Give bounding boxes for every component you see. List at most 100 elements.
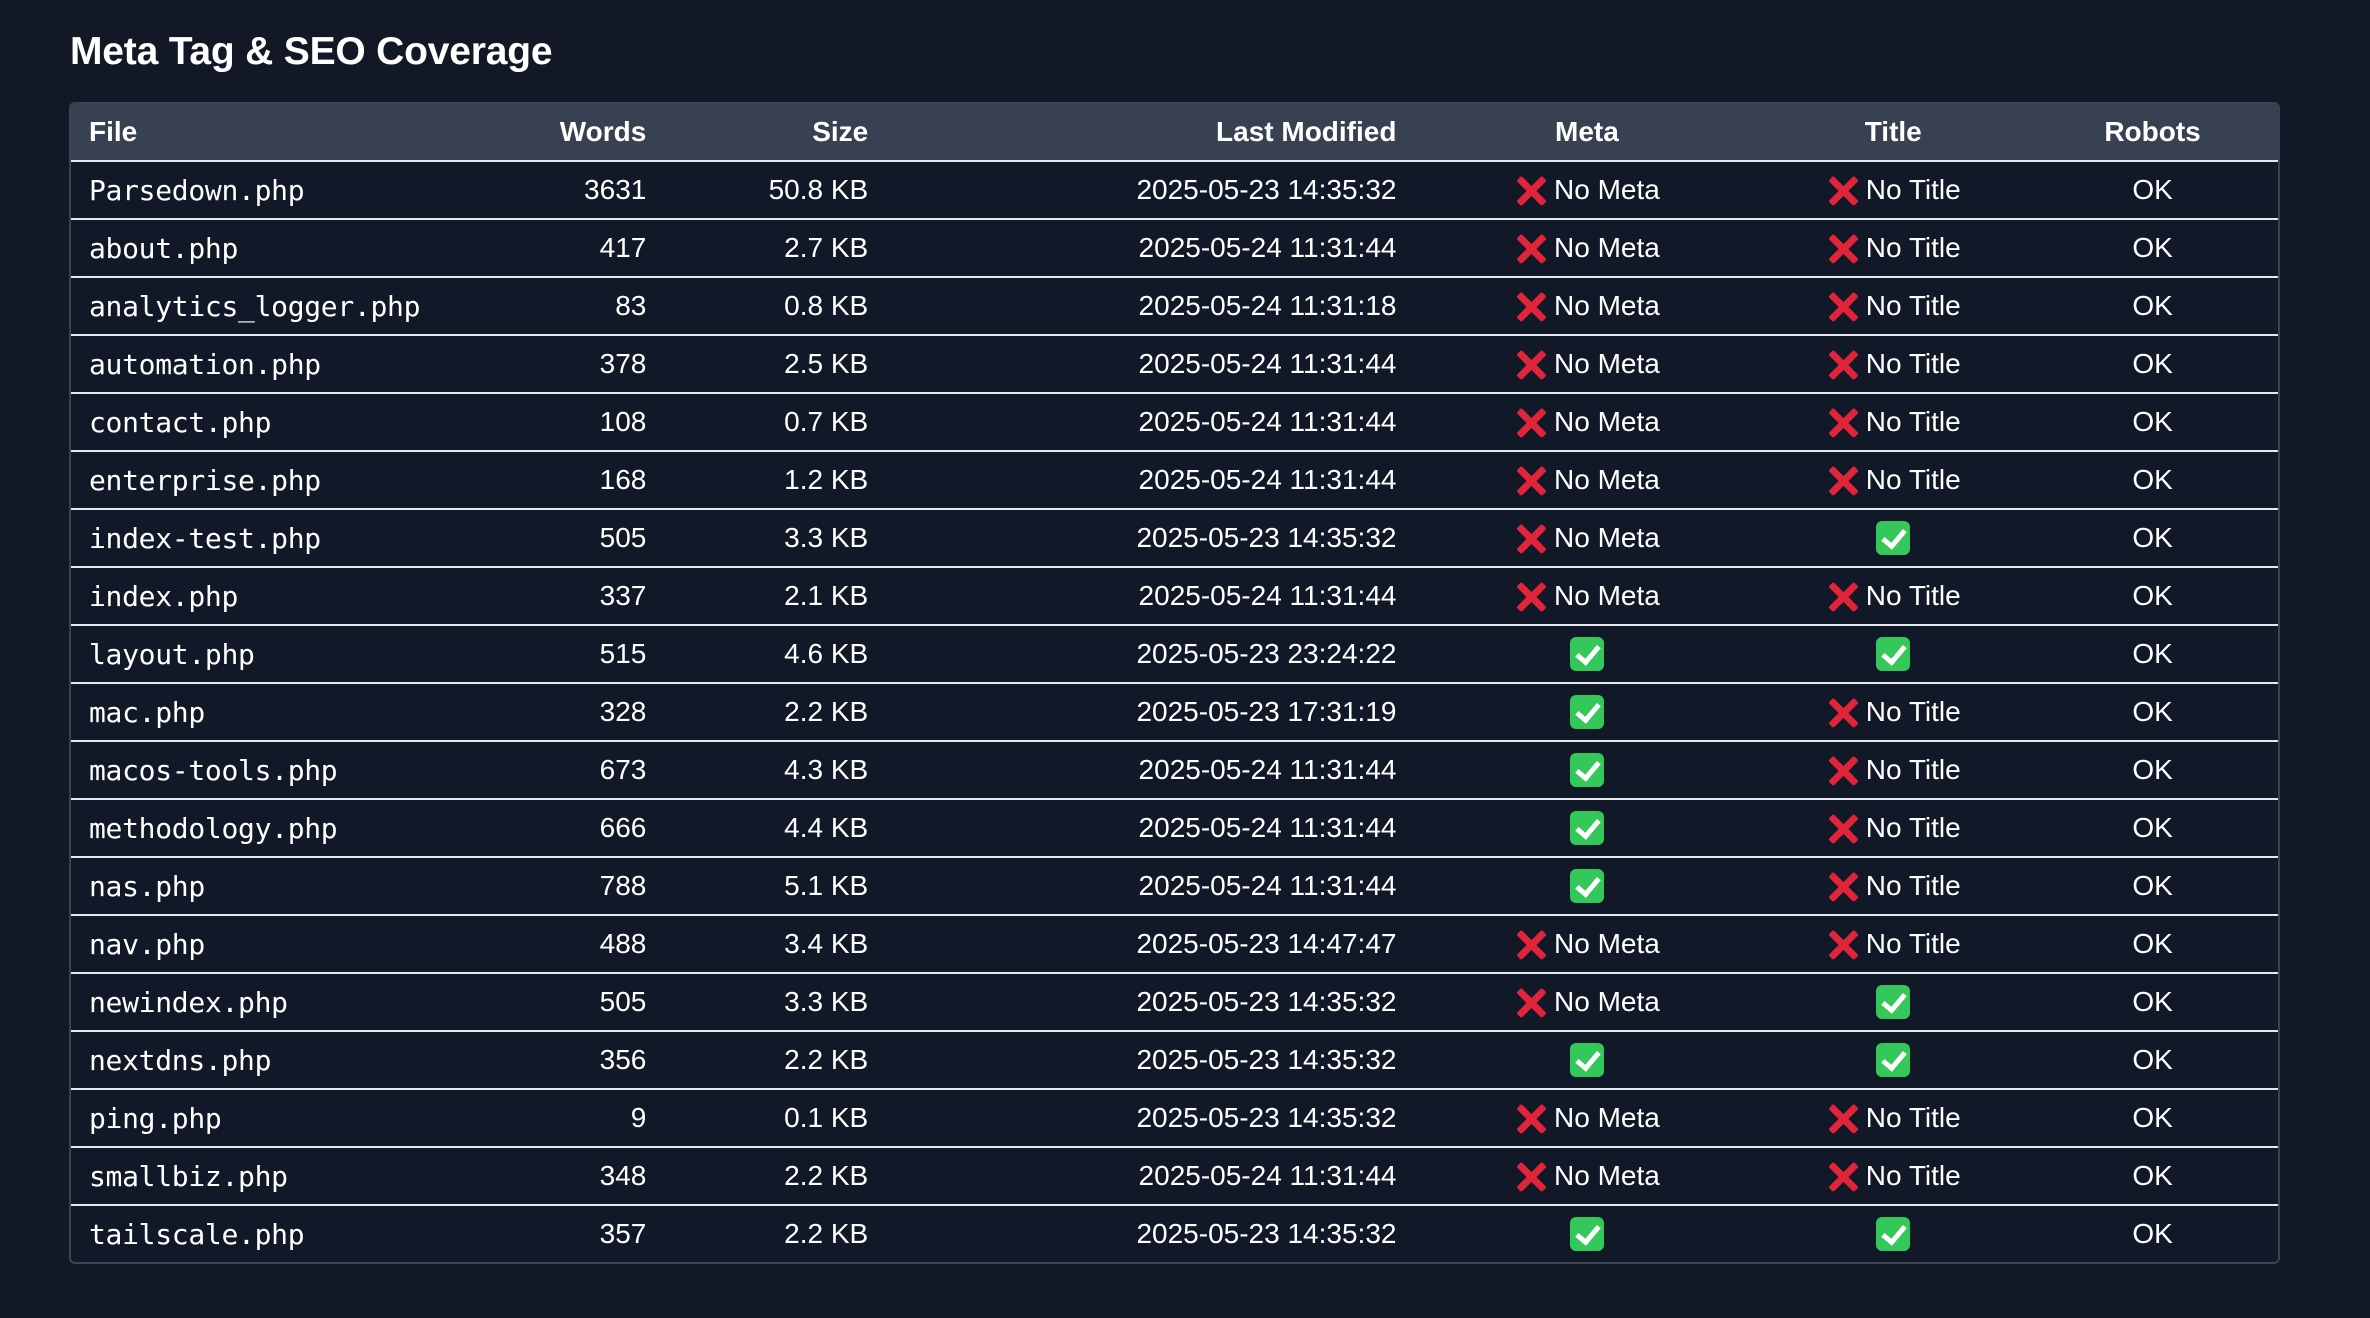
column-header-words[interactable]: Words	[367, 104, 665, 162]
table-row[interactable]: methodology.php 666 4.4 KB 2025-05-24 11:31…	[71, 799, 2278, 858]
title-status-cell: No Title	[1759, 219, 2028, 278]
table-row[interactable]: contact.php 108 0.7 KB 2025-05-24 11:31:44 N…	[71, 393, 2278, 452]
missing-label: No Title	[1865, 174, 1961, 206]
check-mark-icon	[1876, 1043, 1911, 1078]
robots-status-cell: OK	[2027, 799, 2278, 858]
word-count-cell: 417	[367, 219, 665, 278]
file-size-cell: 0.7 KB	[664, 393, 887, 452]
meta-status-cell: No Meta	[1414, 219, 1760, 278]
robots-status-cell: OK	[2027, 683, 2278, 742]
column-header-robots[interactable]: Robots	[2027, 104, 2278, 162]
title-status-cell: No Title	[1759, 741, 2028, 800]
table-row[interactable]: analytics_logger.php 83 0.8 KB 2025-05-24 1…	[71, 277, 2278, 336]
table-row[interactable]: ping.php 9 0.1 KB 2025-05-23 14:35:32 No Met…	[71, 1089, 2278, 1148]
table-row[interactable]: nextdns.php 356 2.2 KB 2025-05-23 14:35:32 O…	[71, 1031, 2278, 1090]
table-row[interactable]: nav.php 488 3.4 KB 2025-05-23 14:47:47 No Me…	[71, 915, 2278, 974]
cross-mark-icon	[1826, 869, 1860, 903]
table-row[interactable]: about.php 417 2.7 KB 2025-05-24 11:31:44 No …	[71, 219, 2278, 278]
title-status-cell: No Title	[1759, 451, 2028, 510]
file-name-cell: methodology.php	[71, 799, 368, 858]
table-row[interactable]: mac.php 328 2.2 KB 2025-05-23 17:31:19 No Ti…	[71, 683, 2278, 742]
missing-status: No Meta	[1514, 579, 1660, 613]
word-count-cell: 515	[367, 625, 665, 684]
robots-status-cell: OK	[2027, 973, 2278, 1032]
cross-mark-icon	[1826, 695, 1860, 729]
file-name-cell: Parsedown.php	[71, 161, 368, 220]
table-row[interactable]: nas.php 788 5.1 KB 2025-05-24 11:31:44 No Ti…	[71, 857, 2278, 916]
table-row[interactable]: enterprise.php 168 1.2 KB 2025-05-24 11:31:…	[71, 451, 2278, 510]
column-header-file[interactable]: File	[71, 104, 368, 162]
table-row[interactable]: Parsedown.php 3631 50.8 KB 2025-05-23 14:35…	[71, 161, 2278, 220]
title-status-cell: No Title	[1759, 277, 2028, 336]
robots-status-cell: OK	[2027, 277, 2278, 336]
check-mark-icon	[1876, 521, 1911, 556]
file-name-cell: contact.php	[71, 393, 368, 452]
last-modified-cell: 2025-05-24 11:31:44	[886, 741, 1415, 800]
cross-mark-icon	[1826, 753, 1860, 787]
cross-mark-icon	[1514, 1101, 1548, 1135]
cross-mark-icon	[1514, 985, 1548, 1019]
missing-status: No Meta	[1514, 927, 1660, 961]
robots-status-cell: OK	[2027, 857, 2278, 916]
missing-label: No Title	[1865, 290, 1961, 322]
cross-mark-icon	[1826, 1101, 1860, 1135]
column-header-meta[interactable]: Meta	[1414, 104, 1760, 162]
file-size-cell: 1.2 KB	[664, 451, 887, 510]
title-status-cell: No Title	[1759, 915, 2028, 974]
title-status-cell: No Title	[1759, 393, 2028, 452]
robots-status-cell: OK	[2027, 1089, 2278, 1148]
cross-mark-icon	[1514, 579, 1548, 613]
cross-mark-icon	[1826, 231, 1860, 265]
last-modified-cell: 2025-05-23 14:35:32	[886, 509, 1415, 568]
table-row[interactable]: automation.php 378 2.5 KB 2025-05-24 11:31:…	[71, 335, 2278, 394]
file-name-cell: index-test.php	[71, 509, 368, 568]
robots-status-cell: OK	[2027, 393, 2278, 452]
last-modified-cell: 2025-05-23 14:35:32	[886, 1089, 1415, 1148]
missing-status: No Title	[1826, 289, 1961, 323]
word-count-cell: 108	[367, 393, 665, 452]
missing-label: No Title	[1865, 348, 1961, 380]
word-count-cell: 788	[367, 857, 665, 916]
missing-status: No Meta	[1514, 289, 1660, 323]
table-row[interactable]: macos-tools.php 673 4.3 KB 2025-05-24 11:31…	[71, 741, 2278, 800]
file-name-cell: nav.php	[71, 915, 368, 974]
table-row[interactable]: tailscale.php 357 2.2 KB 2025-05-23 14:35:3…	[71, 1205, 2278, 1262]
missing-label: No Meta	[1554, 1102, 1660, 1134]
file-size-cell: 2.2 KB	[784, 1218, 869, 1249]
meta-status-cell	[1414, 799, 1760, 858]
column-header-size[interactable]: Size	[664, 104, 887, 162]
check-mark-icon	[1569, 869, 1604, 904]
word-count-cell: 666	[367, 799, 665, 858]
robots-status-cell: OK	[2027, 1031, 2278, 1090]
word-count-cell: 378	[367, 335, 665, 394]
title-status-cell	[1759, 509, 2028, 568]
missing-status: No Title	[1826, 1101, 1961, 1135]
missing-label: No Meta	[1554, 1160, 1660, 1192]
missing-label: No Meta	[1554, 986, 1660, 1018]
file-name-cell: layout.php	[71, 625, 368, 684]
table-row[interactable]: index-test.php 505 3.3 KB 2025-05-23 14:35:…	[71, 509, 2278, 568]
last-modified-cell: 2025-05-24 11:31:44	[886, 799, 1415, 858]
table-row[interactable]: index.php 337 2.1 KB 2025-05-24 11:31:44 No …	[71, 567, 2278, 626]
cross-mark-icon	[1514, 289, 1548, 323]
missing-status: No Title	[1826, 811, 1961, 845]
cross-mark-icon	[1826, 811, 1860, 845]
column-header-title[interactable]: Title	[1759, 104, 2028, 162]
meta-status-cell	[1414, 625, 1760, 684]
table-row[interactable]: smallbiz.php 348 2.2 KB 2025-05-24 11:31:44…	[71, 1147, 2278, 1206]
table-row[interactable]: newindex.php 505 3.3 KB 2025-05-23 14:35:32…	[71, 973, 2278, 1032]
last-modified-cell: 2025-05-23 14:35:32	[886, 1031, 1415, 1090]
missing-status: No Meta	[1514, 347, 1660, 381]
word-count-cell: 83	[367, 277, 665, 336]
missing-status: No Meta	[1514, 463, 1660, 497]
last-modified-cell: 2025-05-23 14:35:32	[886, 973, 1415, 1032]
missing-status: No Meta	[1514, 985, 1660, 1019]
title-status-cell	[1759, 1031, 2028, 1090]
word-count-cell: 357	[599, 1218, 647, 1249]
column-header-last-modified[interactable]: Last Modified	[886, 104, 1415, 162]
file-name-cell: nas.php	[71, 857, 368, 916]
check-mark-icon	[1876, 985, 1911, 1020]
title-status-cell: No Title	[1759, 683, 2028, 742]
table-row[interactable]: layout.php 515 4.6 KB 2025-05-23 23:24:22 OK	[71, 625, 2278, 684]
last-modified-cell: 2025-05-24 11:31:18	[886, 277, 1415, 336]
